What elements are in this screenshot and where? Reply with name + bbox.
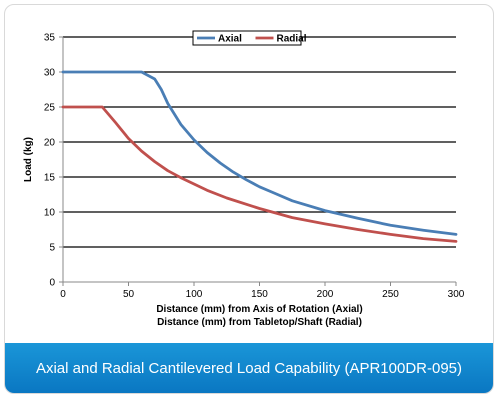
- legend-label-radial: Radial: [277, 34, 307, 45]
- y-tick-label-0: 0: [49, 278, 55, 289]
- series-lines: [61, 70, 458, 243]
- y-tick-label-20: 20: [44, 138, 56, 149]
- x-tick-label-300: 300: [448, 289, 465, 300]
- caption-bar: Axial and Radial Cantilevered Load Capab…: [5, 343, 493, 393]
- y-tick-labels: 0 5 10 15 20 25 30 35: [44, 33, 56, 289]
- load-capability-chart: 0 5 10 15 20 25 30 35 0 50 100 150 200 250 300 Axial R…: [23, 30, 465, 328]
- x-axis-label-secondary: Distance (mm) from Tabletop/Shaft (Radia…: [157, 317, 362, 328]
- y-axis-label: Load (kg): [23, 137, 34, 182]
- x-tick-label-50: 50: [123, 289, 135, 300]
- x-tick-labels: 0 50 100 150 200 250 300: [60, 289, 465, 300]
- x-tick-label-150: 150: [251, 289, 268, 300]
- x-tick-label-0: 0: [60, 289, 66, 300]
- legend-label-axial: Axial: [218, 34, 242, 45]
- y-tick-label-30: 30: [44, 68, 56, 79]
- series-line-radial: [61, 105, 458, 243]
- grid-lines: [63, 36, 456, 248]
- chart-caption: Axial and Radial Cantilevered Load Capab…: [35, 359, 463, 377]
- axes: [59, 36, 457, 286]
- x-tick-label-200: 200: [317, 289, 334, 300]
- y-tick-label-10: 10: [44, 208, 56, 219]
- legend-box: [192, 30, 302, 46]
- y-tick-label-35: 35: [44, 33, 56, 44]
- x-tick-label-250: 250: [382, 289, 399, 300]
- x-axis-label: Distance (mm) from Axis of Rotation (Axi…: [156, 304, 362, 315]
- chart-panel: 0 5 10 15 20 25 30 35 0 50 100 150 200 250 300 Axial R…: [4, 4, 494, 394]
- series-line-axial: [61, 70, 458, 236]
- y-tick-label-15: 15: [44, 173, 56, 184]
- x-tick-label-100: 100: [186, 289, 203, 300]
- y-tick-label-5: 5: [49, 243, 55, 254]
- legend: Axial Radial: [192, 30, 307, 46]
- y-tick-label-25: 25: [44, 103, 56, 114]
